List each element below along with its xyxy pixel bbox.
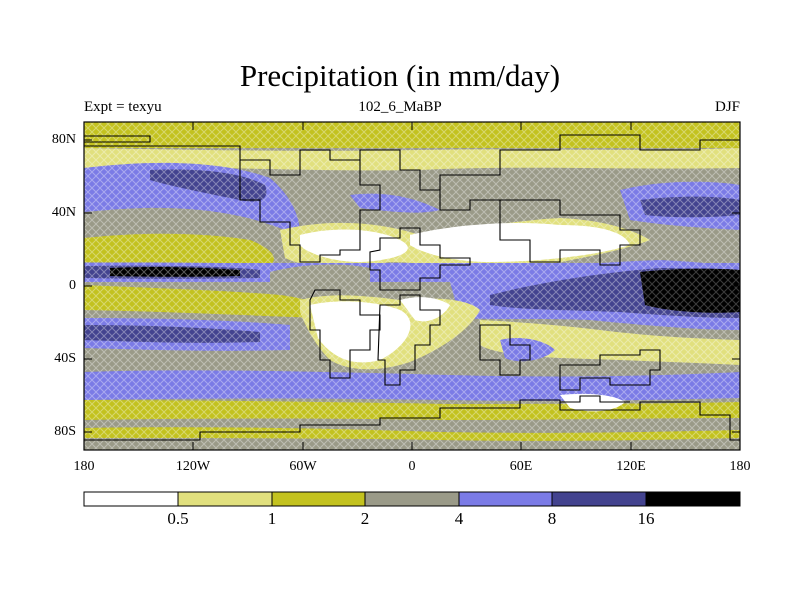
coastline-north-continents: [84, 134, 740, 191]
coastline-africa-south: [377, 294, 441, 386]
experiment-label: Expt = texyu: [84, 99, 162, 115]
hatch-overlay: [84, 122, 740, 450]
colorbar-box-1: [83, 491, 179, 507]
colorbar-label-8: 8: [547, 509, 557, 528]
coastline-north-america: [239, 160, 381, 263]
colorbar-label-2: 2: [360, 509, 370, 528]
colorbar-label-0-5: 0.5: [167, 509, 189, 528]
colorbar-box-7: [645, 491, 741, 507]
lon-label-0: 0: [408, 459, 416, 474]
colorbar: [83, 491, 741, 507]
lat-label-0: 0: [69, 278, 76, 293]
lon-tick-marks: [83, 122, 741, 450]
coastline-south-america: [309, 289, 381, 379]
period-label: 102_6_MaBP: [358, 99, 442, 115]
lat-label-40s: 40S: [54, 351, 76, 366]
hatch-warm-pool: [640, 268, 740, 313]
colorbar-label-16: 16: [637, 509, 655, 528]
season-label: DJF: [714, 99, 740, 115]
lon-label-120w: 120W: [175, 459, 211, 474]
colorbar-box-3: [271, 491, 366, 507]
colorbar-box-6: [551, 491, 647, 507]
coastline-antarctic-inlet: [560, 395, 630, 403]
coastlines: [84, 134, 740, 441]
coastline-india-madagascar: [479, 324, 531, 376]
coastline-arctic-island: [84, 135, 151, 143]
lon-label-60w: 60W: [289, 459, 317, 474]
map-panel: [84, 122, 740, 450]
plot-title: Precipitation (in mm/day): [239, 58, 561, 93]
coastline-asia: [420, 189, 641, 266]
coastline-antarctica: [84, 399, 740, 441]
lon-label-180e: 180: [729, 459, 751, 474]
colorbar-box-2: [177, 491, 273, 507]
colorbar-box-4: [364, 491, 460, 507]
colorbar-label-4: 4: [454, 509, 464, 528]
lon-label-60e: 60E: [509, 459, 533, 474]
lon-label-120e: 120E: [616, 459, 646, 474]
coastline-australia: [559, 349, 661, 391]
lat-label-80s: 80S: [54, 424, 76, 439]
colorbar-box-5: [458, 491, 553, 507]
lat-tick-marks: [84, 139, 740, 433]
colorbar-label-1: 1: [267, 509, 277, 528]
coastline-africa-north: [369, 227, 471, 291]
lon-label-180w: 180: [73, 459, 95, 474]
lat-label-80n: 80N: [51, 132, 76, 147]
lat-label-40n: 40N: [51, 205, 76, 220]
